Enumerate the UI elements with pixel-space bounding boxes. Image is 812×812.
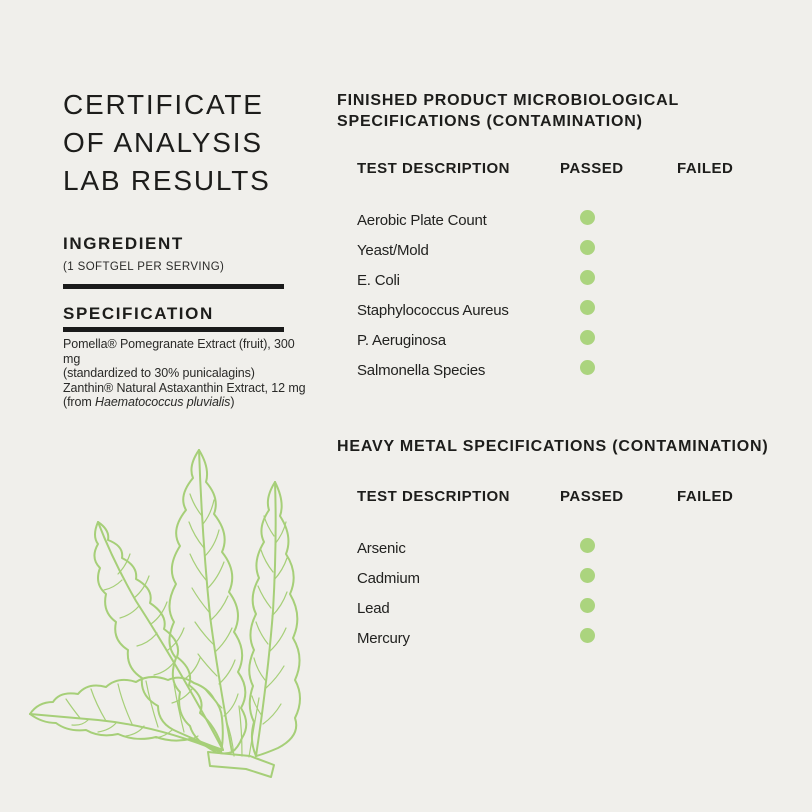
spec-line: Pomella® Pomegranate Extract (fruit), 30… (63, 337, 295, 366)
table-row: Aerobic Plate Count (357, 205, 767, 235)
species-name: Haematococcus pluvialis (95, 395, 231, 409)
passed-dot (580, 240, 595, 255)
leaf-illustration (29, 449, 301, 778)
passed-dot (580, 568, 595, 583)
col-passed: PASSED (560, 159, 624, 177)
table-row: Lead (357, 593, 767, 623)
table-header-row: TEST DESCRIPTION PASSED FAILED (357, 159, 767, 177)
passed-dot (580, 598, 595, 613)
table-row: Staphylococcus Aureus (357, 295, 767, 325)
passed-dot (580, 270, 595, 285)
test-name: Staphylococcus Aureus (357, 301, 509, 319)
heavy-metal-table: TEST DESCRIPTION PASSED FAILED Arsenic C… (357, 487, 767, 653)
table-row: Mercury (357, 623, 767, 653)
passed-dot (580, 628, 595, 643)
page-title-line: LAB RESULTS (63, 165, 271, 196)
spec-line: Zanthin® Natural Astaxanthin Extract, 12… (63, 380, 306, 395)
col-test-description: TEST DESCRIPTION (357, 159, 511, 177)
spec-line: (from Haematococcus pluvialis) (63, 395, 235, 409)
specification-text: Pomella® Pomegranate Extract (fruit), 30… (63, 337, 313, 410)
test-name: Aerobic Plate Count (357, 211, 487, 229)
micro-table: TEST DESCRIPTION PASSED FAILED Aerobic P… (357, 159, 767, 385)
table-header-row: TEST DESCRIPTION PASSED FAILED (357, 487, 767, 505)
passed-dot (580, 360, 595, 375)
heavy-metal-table-title: HEAVY METAL SPECIFICATIONS (CONTAMINATIO… (337, 438, 769, 455)
page-title-line: CERTIFICATE (63, 89, 264, 120)
passed-dot (580, 538, 595, 553)
passed-dot (580, 300, 595, 315)
micro-table-title: FINISHED PRODUCT MICROBIOLOGICAL SPECIFI… (337, 92, 679, 130)
table-row: E. Coli (357, 265, 767, 295)
test-name: Arsenic (357, 539, 406, 557)
page-title: CERTIFICATE OF ANALYSIS LAB RESULTS (63, 86, 303, 200)
divider-rule (63, 327, 284, 332)
col-passed: PASSED (560, 487, 624, 505)
col-test-description: TEST DESCRIPTION (357, 487, 511, 505)
serving-note: (1 SOFTGEL PER SERVING) (63, 261, 225, 273)
test-name: Yeast/Mold (357, 241, 429, 259)
col-failed: FAILED (677, 159, 734, 177)
test-name: Mercury (357, 629, 410, 647)
test-name: Salmonella Species (357, 361, 486, 379)
table-row: Salmonella Species (357, 355, 767, 385)
col-failed: FAILED (677, 487, 734, 505)
test-name: E. Coli (357, 271, 400, 289)
test-name: Cadmium (357, 569, 420, 587)
table-row: Cadmium (357, 563, 767, 593)
specification-heading: SPECIFICATION (63, 304, 214, 323)
spec-line: (standardized to 30% punicalagins) (63, 366, 255, 380)
page-title-line: OF ANALYSIS (63, 127, 263, 158)
passed-dot (580, 210, 595, 225)
ingredient-heading: INGREDIENT (63, 234, 184, 253)
divider-rule (63, 284, 284, 289)
test-name: Lead (357, 599, 390, 617)
table-row: P. Aeruginosa (357, 325, 767, 355)
passed-dot (580, 330, 595, 345)
test-name: P. Aeruginosa (357, 331, 446, 349)
table-row: Arsenic (357, 533, 767, 563)
table-row: Yeast/Mold (357, 235, 767, 265)
